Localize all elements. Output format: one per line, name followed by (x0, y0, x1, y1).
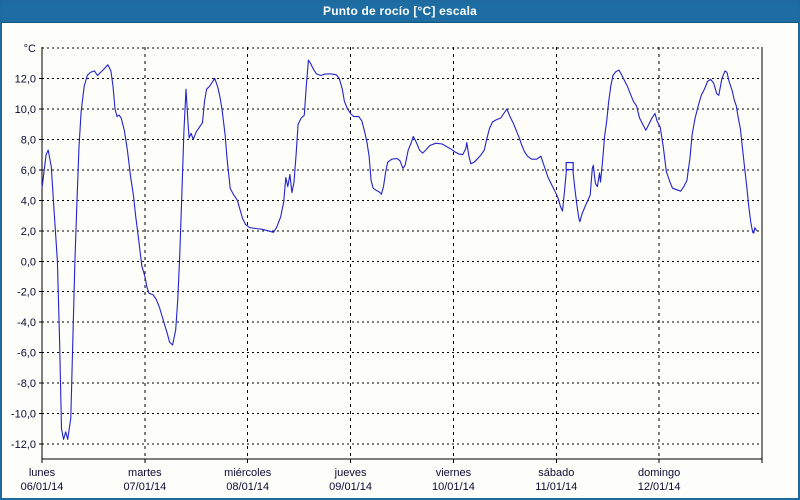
y-tick-label: 6,0 (21, 165, 36, 177)
y-tick-label: 4,0 (21, 195, 36, 207)
window-title: Punto de rocío [°C] escala (322, 4, 478, 18)
x-date-label: 10/01/14 (432, 481, 475, 493)
x-date-label: 07/01/14 (123, 481, 166, 493)
dew-point-chart: 12,0 10,0 8,0 6,0 4,0 2,0 0,0 -2,0 -4,0 -6,0 -8,0 -… (11, 43, 763, 493)
y-tick-label: -2,0 (17, 287, 36, 299)
x-day-label: sábado (538, 467, 574, 479)
y-tick-label: 8,0 (21, 134, 36, 146)
window-title-bar: Punto de rocío [°C] escala (2, 2, 798, 23)
dew-point-line (41, 59, 758, 440)
y-tick-label: -4,0 (17, 317, 36, 329)
chart-area: 12,0 10,0 8,0 6,0 4,0 2,0 0,0 -2,0 -4,0 -6,0 -8,0 -… (2, 23, 798, 498)
x-day-label: martes (128, 467, 162, 479)
y-tick-label: -6,0 (17, 348, 36, 360)
x-date-label: 08/01/14 (226, 481, 269, 493)
x-day-label: lunes (29, 467, 56, 479)
y-tick-label: -10,0 (11, 409, 36, 421)
y-tick-label: -12,0 (11, 439, 36, 451)
x-day-label: domingo (638, 467, 680, 479)
x-day-label: miércoles (224, 467, 272, 479)
x-date-label: 11/01/14 (535, 481, 577, 493)
y-tick-label: 10,0 (15, 104, 36, 116)
x-date-label: 12/01/14 (638, 481, 681, 493)
y-axis-unit-label: °C (24, 43, 36, 55)
y-tick-label: 2,0 (21, 226, 36, 238)
y-tick-label: 0,0 (21, 256, 36, 268)
data-point-marker (565, 161, 574, 171)
x-day-label: jueves (334, 467, 367, 479)
x-date-label: 09/01/14 (329, 481, 372, 493)
x-date-label: 06/01/14 (21, 481, 64, 493)
y-tick-label: -8,0 (17, 378, 36, 390)
y-tick-label: 12,0 (15, 74, 36, 86)
x-day-label: viernes (436, 467, 472, 479)
